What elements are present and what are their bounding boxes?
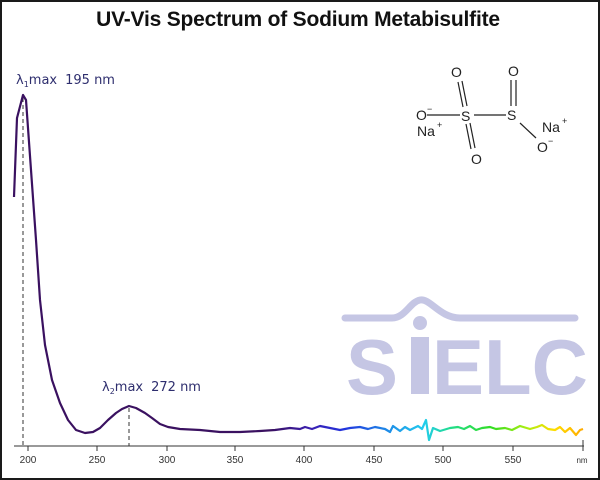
tick-label: 400 — [296, 455, 313, 466]
atom-na: Na — [417, 123, 435, 139]
peak2-label: λ2max 272 nm — [102, 380, 201, 396]
tick-label: 500 — [435, 455, 452, 466]
tick-label: 350 — [227, 455, 244, 466]
charge-minus: − — [427, 104, 432, 114]
tick-label: 250 — [89, 455, 106, 466]
tick-label: 450 — [366, 455, 383, 466]
peak1-label: λ1max 195 nm — [16, 73, 115, 89]
svg-text:ELC: ELC — [432, 323, 588, 411]
chart-title: UV-Vis Spectrum of Sodium Metabisulfite — [96, 8, 500, 31]
tick-label: 300 — [159, 455, 176, 466]
sielc-watermark: S ELC — [341, 296, 588, 411]
atom-o: O — [508, 63, 519, 79]
tick-label: 200 — [20, 455, 37, 466]
charge-plus: + — [562, 116, 567, 126]
spectrum-curve — [12, 93, 584, 442]
atom-o-minus: O — [537, 139, 548, 155]
axis-unit-label: nm — [576, 456, 587, 465]
tick-label: 550 — [505, 455, 522, 466]
charge-minus: − — [548, 136, 553, 146]
molecule-structure: O O O − S S O O − Na + Na + — [416, 63, 567, 167]
atom-na: Na — [542, 119, 560, 135]
atom-o-minus: O — [416, 107, 427, 123]
watermark-text: S — [346, 323, 398, 411]
atom-o: O — [471, 151, 482, 167]
atom-s: S — [507, 107, 516, 123]
charge-plus: + — [437, 120, 442, 130]
atom-s: S — [461, 108, 470, 124]
atom-o: O — [451, 64, 462, 80]
x-axis: 200 250 300 350 400 450 500 550 nm — [14, 440, 588, 466]
